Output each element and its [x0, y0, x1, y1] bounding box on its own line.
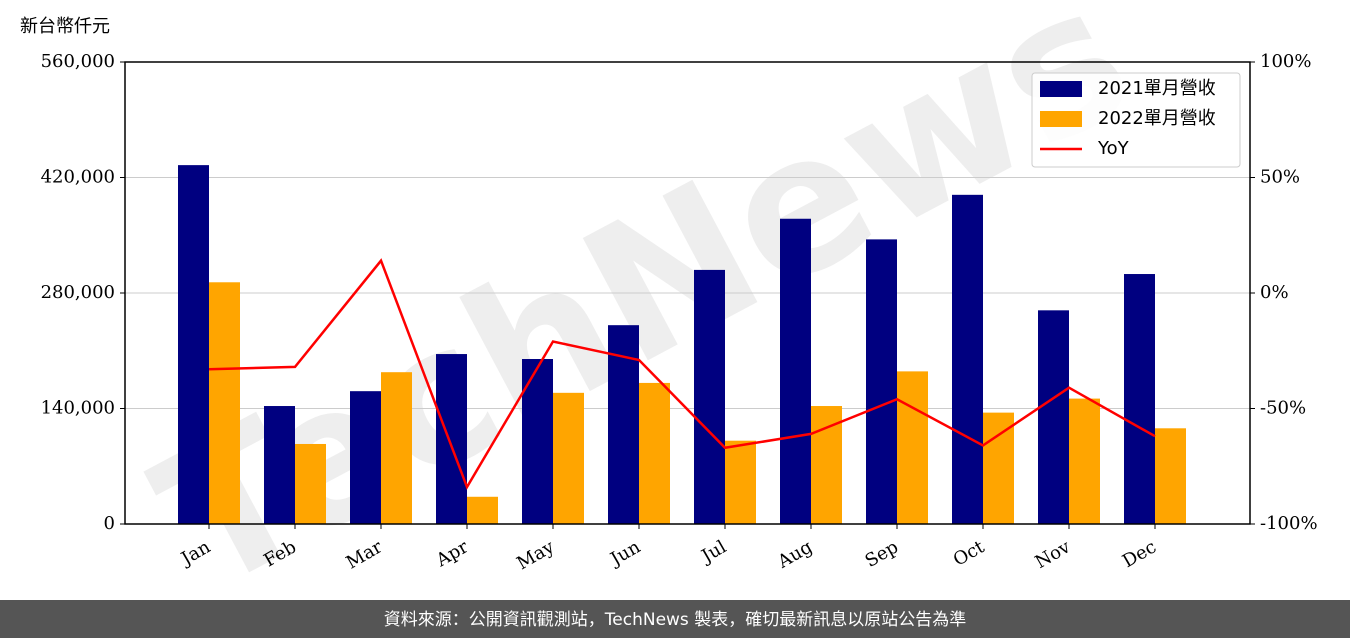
y2-tick-label: 50%	[1260, 167, 1300, 188]
x-tick-label: Oct	[950, 536, 989, 571]
watermark: TechNews	[125, 0, 1163, 634]
bar	[1124, 274, 1155, 524]
y-tick-label: 0	[104, 513, 115, 534]
y2-tick-label: 0%	[1260, 282, 1289, 303]
bar	[725, 440, 756, 524]
bar	[952, 194, 983, 524]
bar	[209, 282, 240, 524]
unit-label: 新台幣仟元	[20, 16, 110, 37]
legend-label: 2022單月營收	[1098, 108, 1216, 129]
bar	[467, 496, 498, 524]
bar	[295, 443, 326, 524]
x-tick-label: Nov	[1032, 536, 1075, 573]
source-note: 資料來源：公開資訊觀測站，TechNews 製表，確切最新訊息以原站公告為準	[384, 610, 966, 630]
bar	[436, 354, 467, 524]
bar	[178, 165, 209, 524]
x-tick-label: Jul	[696, 536, 730, 568]
x-tick-label: May	[513, 536, 558, 574]
x-tick-label: Sep	[862, 536, 902, 571]
y-tick-label: 560,000	[41, 51, 115, 72]
y-tick-label: 140,000	[41, 398, 115, 419]
bar	[1038, 310, 1069, 524]
bar	[811, 406, 842, 524]
footer	[0, 600, 1350, 638]
x-tick-label: Aug	[773, 536, 816, 573]
bar	[350, 391, 381, 524]
x-tick-label: Jun	[605, 536, 644, 571]
bar	[639, 382, 670, 524]
bar	[1069, 398, 1100, 524]
bar	[983, 412, 1014, 524]
bar	[381, 372, 412, 524]
legend-label: 2021單月營收	[1098, 78, 1216, 99]
bar	[780, 218, 811, 524]
bar	[553, 392, 584, 524]
y2-tick-label: -100%	[1260, 513, 1318, 534]
x-tick-label: Dec	[1119, 536, 1160, 572]
x-tick-label: Apr	[432, 536, 472, 571]
legend-swatch	[1040, 81, 1082, 97]
yoy-line	[208, 258, 1156, 490]
y2-tick-label: -50%	[1260, 398, 1306, 419]
y-tick-label: 420,000	[41, 167, 115, 188]
legend-box	[1031, 72, 1241, 168]
y2-tick-label: 100%	[1260, 51, 1311, 72]
bar	[264, 406, 295, 524]
bar	[897, 371, 928, 524]
bar	[694, 269, 725, 524]
legend-swatch	[1040, 111, 1082, 127]
y-tick-label: 280,000	[41, 282, 115, 303]
bar	[866, 239, 897, 524]
bar	[1155, 428, 1186, 524]
legend-label: YoY	[1097, 138, 1130, 159]
